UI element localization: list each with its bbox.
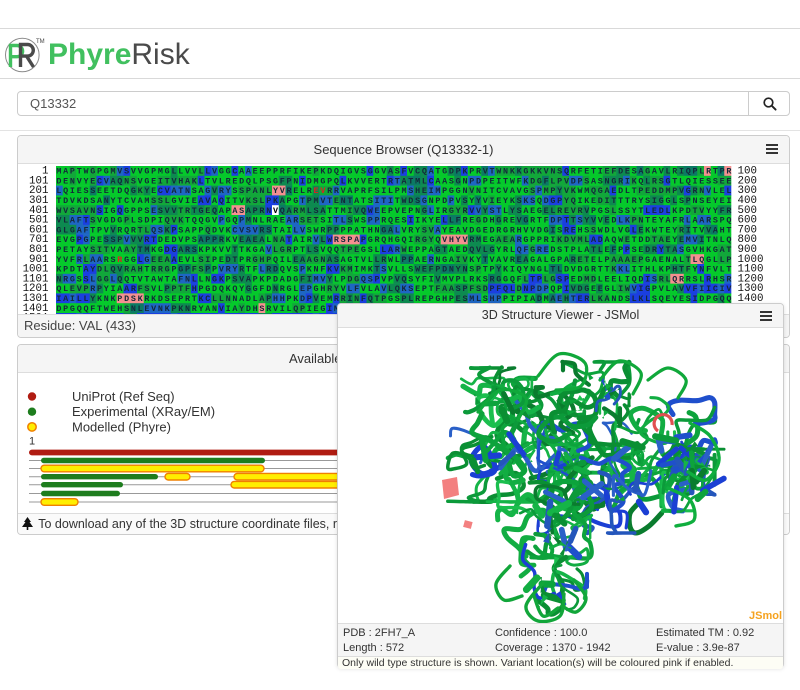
- svg-text:701: 701: [29, 234, 48, 246]
- svg-text:300: 300: [738, 185, 757, 197]
- svg-text:IAILLYKNKPDSKRKDSEPRTKCLLNNADL: IAILLYKNKPDSKRKDSEPRTKCLLNNADLAPHHPKDPVE…: [56, 294, 731, 304]
- svg-text:1: 1: [42, 166, 48, 178]
- svg-text:WVSAVNSIGQGPPSESVVTRTGEQAPASAP: WVSAVNSIGQGPPSESVVTRTGEQAPASAPRN V QARMLSA…: [56, 206, 732, 216]
- svg-text:NRGSSLGGLQQTVTAWTAFNLLNGKPSVAP: NRGSSLGGLQQTVTAWTAFNLLNGKPSVAPKPDADGFIMV…: [56, 274, 732, 284]
- svg-text:DENVYECVAQNSVGEITVHAKLTVLREDQL: DENVYECVAQNSVGEITVHAKLTVLREDQLPSGFPNIDMG…: [56, 176, 731, 186]
- svg-text:Experimental (XRay/EM): Experimental (XRay/EM): [72, 404, 215, 419]
- svg-text:500: 500: [738, 205, 757, 217]
- svg-text:QLEVPRPYIAARFSVLPPTFHPGDQKQYGG: QLEVPRPYIAARFSVLPPTFHPGDQKQYGGFDNRGLEPGH…: [56, 284, 732, 294]
- svg-text:1201: 1201: [23, 283, 49, 295]
- svg-text:901: 901: [29, 254, 48, 266]
- svg-text:GLGAFTPVVRQRTLQSKPSAPPQDVKCVSV: GLGAFTPVVRQRTLQSKPSAPPQDVKCVSVRSTAILVSWR…: [56, 225, 731, 235]
- svg-text:1300: 1300: [738, 283, 764, 295]
- svg-text:801: 801: [29, 244, 48, 256]
- svg-text:800: 800: [738, 234, 757, 246]
- svg-text:600: 600: [738, 215, 757, 227]
- svg-text:TM: TM: [36, 39, 45, 45]
- svg-text:1100: 1100: [738, 264, 764, 276]
- svg-text:401: 401: [29, 205, 48, 217]
- svg-text:201: 201: [29, 185, 48, 197]
- svg-text:301: 301: [29, 195, 48, 207]
- svg-text:MAPTWGPGMVSVVGPMGLLVVLLVGGCAAE: MAPTWGPGMVSVVGPMGLLVVLLVGGCAAEEPPRFIKEPK…: [56, 167, 732, 177]
- svg-text:VLAFTSVGDGPLSDPIQVKTQQGVPGQPMN: VLAFTSVGDGPLSDPIQVKTQQGVPGQPMNLRAEARSETS…: [56, 216, 731, 226]
- svg-text:1401: 1401: [23, 303, 49, 315]
- svg-text:1101: 1101: [23, 273, 49, 285]
- svg-text:1400: 1400: [738, 293, 764, 305]
- svg-text:101: 101: [29, 175, 48, 187]
- svg-text:PETAYSITVAAYTMKGDGARSKPKVVTTKG: PETAYSITVAAYTMKGDGARSKPKVVTTKGAVLGRPTLSV…: [56, 245, 731, 255]
- svg-text:501: 501: [29, 215, 48, 227]
- svg-text:TDVKDSANYTCVAMSSLGVIEAVAQITVKS: TDVKDSANYTCVAMSSLGVIEAVAQITVKSLPKAPGTPMV…: [56, 196, 731, 206]
- svg-text:1301: 1301: [23, 293, 49, 305]
- svg-text:LQIESSEETDQGKYECVATNSAGVRYSSPA: LQIESSEETDQGKYECVATNSAGVRYSSPANLYVRELR E V…: [56, 186, 731, 196]
- svg-text:KPDTAYDLQVRAHTRRGPGPFSPPVRYRTF: KPDTAYDLQVRAHTRRGPGPFSPPVRYRTFLRDQVSPKNF…: [56, 265, 731, 275]
- svg-text:1200: 1200: [738, 273, 764, 285]
- svg-text:200: 200: [738, 175, 757, 187]
- svg-text:1000: 1000: [738, 254, 764, 266]
- svg-text:400: 400: [738, 195, 757, 207]
- svg-text:1: 1: [29, 436, 35, 448]
- svg-text:601: 601: [29, 224, 48, 236]
- svg-text:Modelled (Phyre): Modelled (Phyre): [72, 419, 171, 434]
- svg-text:UniProt (Ref Seq): UniProt (Ref Seq): [72, 389, 175, 404]
- svg-text:100: 100: [738, 166, 757, 178]
- svg-text:700: 700: [738, 224, 757, 236]
- svg-text:1001: 1001: [23, 264, 49, 276]
- svg-text:900: 900: [738, 244, 757, 256]
- svg-text:EVGPGPESSPVVVRTDEDVPSAPPRKVEAE: EVGPGPESSPVVVRTDEDVPSAPPRKVEAEALNATAIRVL…: [56, 235, 731, 245]
